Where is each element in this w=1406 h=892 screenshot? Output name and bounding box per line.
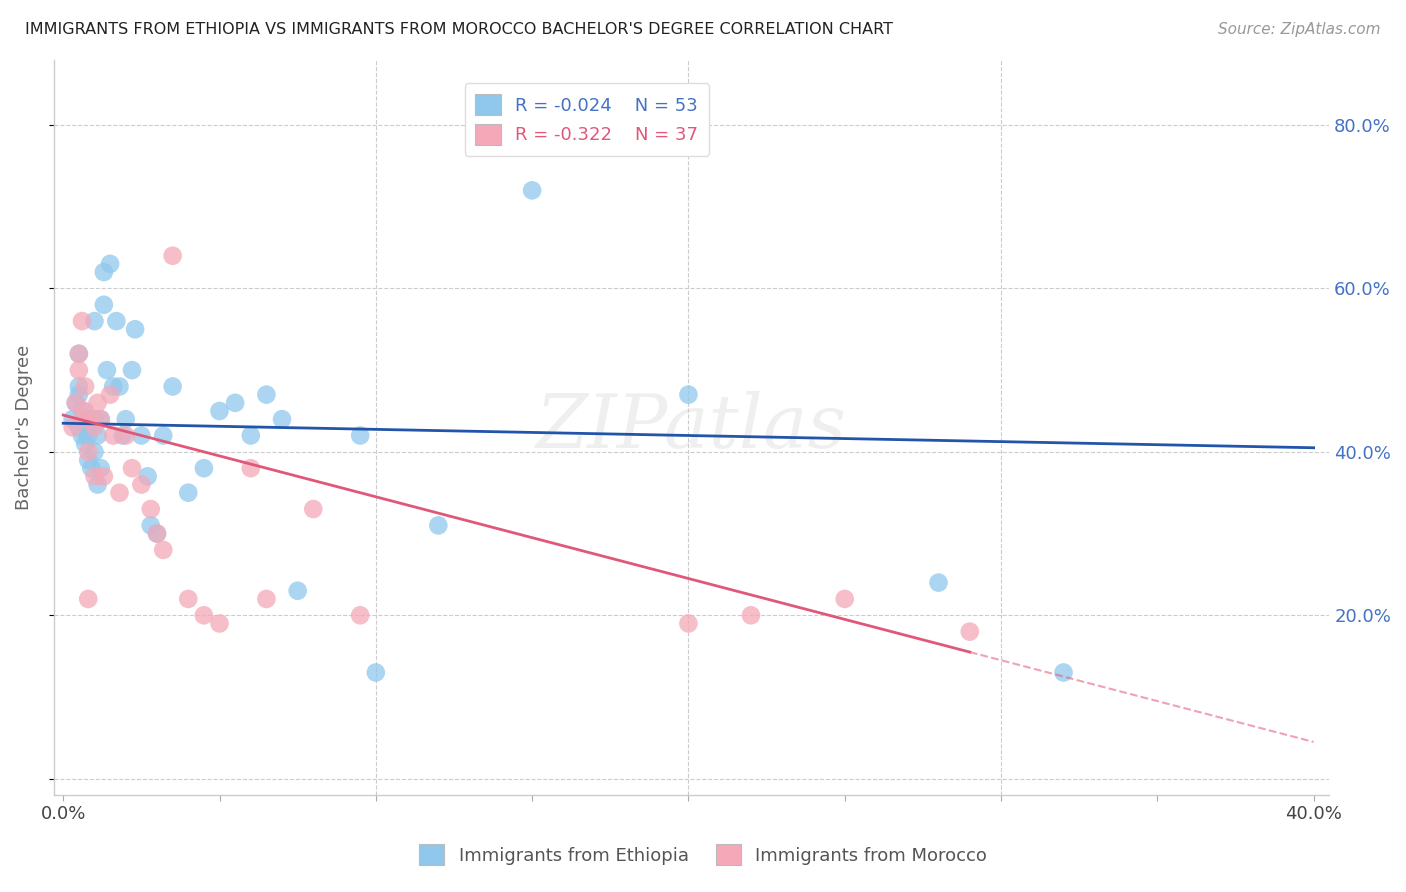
Point: [75, 379, 97, 393]
Point: [520, 183, 543, 197]
Point: [427, 518, 450, 533]
Point: [65, 396, 87, 410]
Point: [75, 412, 97, 426]
Point: [287, 583, 309, 598]
Point: [121, 461, 143, 475]
Point: [77, 428, 100, 442]
Point: [139, 518, 162, 533]
Point: [124, 322, 146, 336]
Point: [83, 445, 105, 459]
Point: [152, 428, 174, 442]
Point: [80, 461, 103, 475]
Point: [67, 347, 90, 361]
Point: [121, 363, 143, 377]
Point: [70, 412, 93, 426]
Point: [70, 314, 93, 328]
Point: [83, 469, 105, 483]
Point: [152, 542, 174, 557]
Point: [83, 412, 105, 426]
Point: [98, 257, 121, 271]
Point: [162, 249, 184, 263]
Point: [177, 591, 200, 606]
Point: [90, 412, 112, 426]
Point: [224, 396, 246, 410]
Point: [98, 387, 121, 401]
Point: [96, 363, 118, 377]
Legend: R = -0.024    N = 53, R = -0.322    N = 37: R = -0.024 N = 53, R = -0.322 N = 37: [464, 83, 709, 156]
Point: [67, 347, 90, 361]
Legend: Immigrants from Ethiopia, Immigrants from Morocco: Immigrants from Ethiopia, Immigrants fro…: [409, 835, 997, 874]
Point: [80, 420, 103, 434]
Point: [75, 404, 97, 418]
Point: [77, 591, 100, 606]
Point: [114, 412, 136, 426]
Point: [302, 502, 325, 516]
Point: [111, 428, 134, 442]
Point: [177, 485, 200, 500]
Point: [65, 396, 87, 410]
Point: [239, 428, 262, 442]
Text: ZIPatlas: ZIPatlas: [536, 391, 846, 464]
Point: [208, 404, 231, 418]
Point: [86, 477, 108, 491]
Point: [136, 469, 159, 483]
Text: Source: ZipAtlas.com: Source: ZipAtlas.com: [1218, 22, 1381, 37]
Point: [83, 420, 105, 434]
Point: [105, 314, 128, 328]
Point: [86, 396, 108, 410]
Point: [678, 387, 700, 401]
Point: [70, 404, 93, 418]
Point: [62, 412, 84, 426]
Point: [67, 379, 90, 393]
Point: [93, 265, 115, 279]
Point: [239, 461, 262, 475]
Point: [67, 363, 90, 377]
Y-axis label: Bachelor's Degree: Bachelor's Degree: [15, 344, 32, 510]
Point: [959, 624, 981, 639]
Point: [90, 412, 112, 426]
Text: IMMIGRANTS FROM ETHIOPIA VS IMMIGRANTS FROM MOROCCO BACHELOR'S DEGREE CORRELATIO: IMMIGRANTS FROM ETHIOPIA VS IMMIGRANTS F…: [25, 22, 893, 37]
Point: [254, 591, 277, 606]
Point: [271, 412, 294, 426]
Point: [834, 591, 856, 606]
Point: [193, 461, 215, 475]
Point: [114, 428, 136, 442]
Point: [93, 298, 115, 312]
Point: [67, 387, 90, 401]
Point: [928, 575, 950, 590]
Point: [77, 453, 100, 467]
Point: [131, 477, 153, 491]
Point: [108, 379, 131, 393]
Point: [108, 485, 131, 500]
Point: [77, 445, 100, 459]
Point: [364, 665, 387, 680]
Point: [146, 526, 169, 541]
Point: [70, 428, 93, 442]
Point: [254, 387, 277, 401]
Point: [62, 420, 84, 434]
Point: [131, 428, 153, 442]
Point: [93, 469, 115, 483]
Point: [83, 314, 105, 328]
Point: [103, 428, 125, 442]
Point: [139, 502, 162, 516]
Point: [740, 608, 762, 623]
Point: [86, 428, 108, 442]
Point: [80, 412, 103, 426]
Point: [146, 526, 169, 541]
Point: [75, 436, 97, 450]
Point: [103, 379, 125, 393]
Point: [349, 608, 371, 623]
Point: [67, 420, 90, 434]
Point: [1052, 665, 1074, 680]
Point: [208, 616, 231, 631]
Point: [162, 379, 184, 393]
Point: [90, 461, 112, 475]
Point: [678, 616, 700, 631]
Point: [349, 428, 371, 442]
Point: [193, 608, 215, 623]
